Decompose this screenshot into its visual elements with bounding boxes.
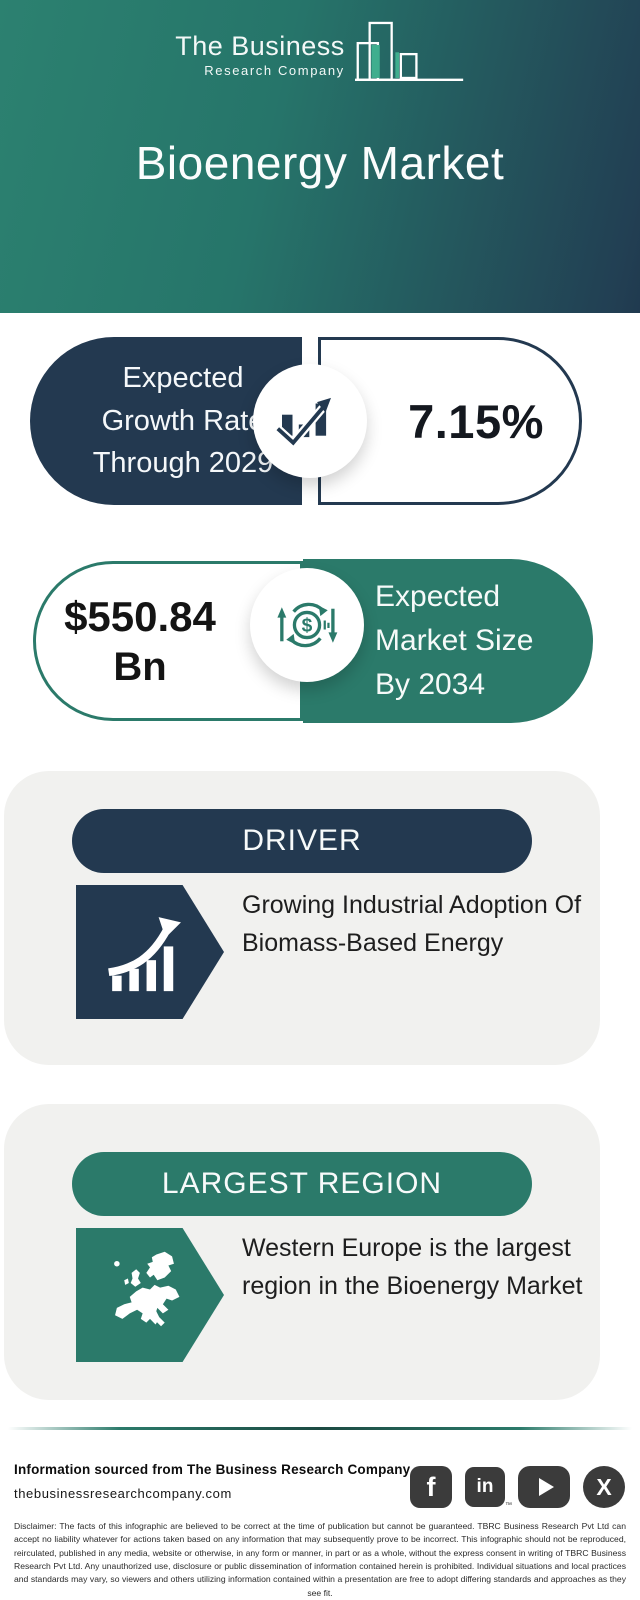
driver-card: DRIVER Growing Industrial Adoption Of Bi…	[4, 771, 600, 1065]
disclaimer-text: Disclaimer: The facts of this infographi…	[14, 1521, 626, 1598]
brand-name-line2: Research Company	[204, 63, 345, 78]
x-twitter-icon[interactable]: X	[583, 1466, 625, 1508]
brand-logo: The Business Research Company	[0, 14, 640, 91]
linkedin-glyph: in	[476, 1476, 494, 1497]
largest-region-text: Western Europe is the largest region in …	[242, 1234, 583, 1300]
growth-label-line3: Through 2029	[92, 447, 274, 480]
growth-rate-value: 7.15%	[408, 394, 544, 448]
market-size-label-line1: Expected	[375, 579, 501, 613]
social-links: f in ™ X	[410, 1466, 625, 1509]
largest-region-card: LARGEST REGION Western Europe is the lar…	[4, 1104, 600, 1400]
brand-name: The Business Research Company	[175, 33, 345, 91]
brand-name-line1: The Business	[175, 31, 345, 61]
driver-tag-label: DRIVER	[242, 824, 362, 857]
growth-chart-icon	[253, 364, 367, 478]
facebook-glyph: f	[426, 1471, 436, 1502]
growth-rate-stat: Expected Growth Rate Through 2029 7.15%	[0, 337, 640, 505]
growth-label-line2: Growth Rate	[101, 404, 265, 437]
market-size-value-line2: Bn	[113, 645, 167, 690]
growth-label-line1: Expected	[122, 361, 244, 394]
bar-chart-logo-icon	[338, 14, 465, 91]
youtube-icon[interactable]	[518, 1466, 570, 1508]
page-title: Bioenergy Market	[135, 137, 505, 189]
growth-rate-value-pill: 7.15%	[318, 337, 582, 505]
linkedin-trademark: ™	[505, 1502, 512, 1509]
linkedin-icon[interactable]: in ™	[465, 1467, 512, 1509]
website-url: thebusinessresearchcompany.com	[14, 1486, 232, 1501]
europe-map-icon	[76, 1228, 224, 1362]
header-banner: The Business Research Company Bioenergy …	[0, 0, 640, 313]
facebook-icon[interactable]: f	[410, 1466, 452, 1508]
driver-tag-pill: DRIVER	[72, 809, 532, 873]
market-size-label-line2: Market Size	[375, 623, 534, 657]
source-attribution: Information sourced from The Business Re…	[14, 1462, 411, 1477]
dollar-cycle-icon: $	[250, 568, 364, 682]
bar-growth-arrow-icon	[76, 885, 224, 1019]
driver-text: Growing Industrial Adoption Of Biomass-B…	[242, 891, 582, 957]
market-size-value-line1: $550.84	[64, 592, 216, 640]
market-size-label-line3: By 2034	[375, 668, 486, 702]
footer-divider	[8, 1427, 632, 1430]
x-glyph: X	[596, 1473, 612, 1500]
play-triangle	[538, 1478, 554, 1496]
largest-region-tag-pill: LARGEST REGION	[72, 1152, 532, 1216]
market-size-stat: $550.84 Bn Expected Market Size By 2034 …	[0, 555, 640, 723]
svg-text:$: $	[302, 616, 313, 637]
largest-region-tag-label: LARGEST REGION	[161, 1167, 443, 1200]
